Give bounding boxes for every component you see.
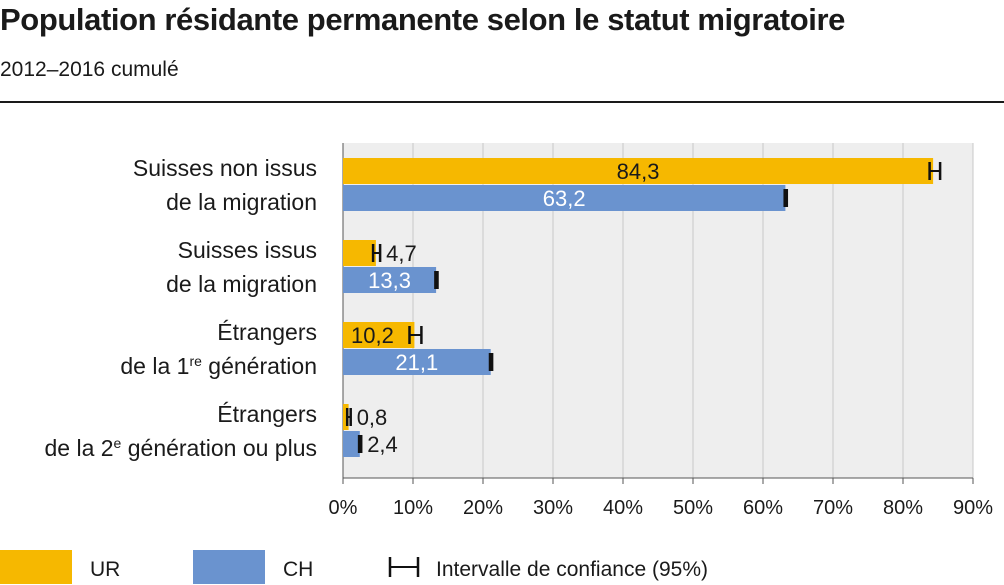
legend-label: CH xyxy=(283,558,313,581)
bar-ch xyxy=(343,431,360,457)
x-tick-label: 30% xyxy=(533,497,573,519)
category-label: de la migration xyxy=(166,271,317,297)
category-label: de la migration xyxy=(166,189,317,215)
bar-ch xyxy=(343,349,491,375)
x-tick-label: 80% xyxy=(883,497,923,519)
x-tick-label: 50% xyxy=(673,497,713,519)
bar-ur xyxy=(343,404,349,430)
category-label-rest: génération xyxy=(202,353,317,379)
category-label-superscript: e xyxy=(114,435,122,451)
category-label: de la 1re génération xyxy=(120,353,317,379)
header-divider xyxy=(0,101,1004,103)
x-tick-label: 70% xyxy=(813,497,853,519)
x-tick-label: 20% xyxy=(463,497,503,519)
x-tick-label: 0% xyxy=(329,497,358,519)
bar-ur xyxy=(343,322,415,348)
category-label: Étrangers xyxy=(217,401,317,427)
data-label: 63,2 xyxy=(543,186,586,211)
bar-ch xyxy=(343,267,437,293)
legend-swatch-ur xyxy=(0,550,72,584)
x-tick-label: 90% xyxy=(953,497,993,519)
chart-subtitle: 2012–2016 cumulé xyxy=(0,58,179,81)
category-label: Suisses issus xyxy=(178,237,317,263)
bar-ur xyxy=(343,158,934,184)
x-tick-label: 60% xyxy=(743,497,783,519)
data-label: 0,8 xyxy=(357,405,388,430)
legend-swatch-ch xyxy=(193,550,265,584)
chart-title: Population résidante permanente selon le… xyxy=(0,2,845,37)
category-label: de la 2e génération ou plus xyxy=(44,435,317,461)
bar-ch xyxy=(343,185,786,211)
x-tick-label: 40% xyxy=(603,497,643,519)
bar-ur xyxy=(343,240,376,266)
x-tick-label: 10% xyxy=(393,497,433,519)
data-label: 4,7 xyxy=(386,241,417,266)
data-label: 21,1 xyxy=(395,350,438,375)
category-label: Étrangers xyxy=(217,319,317,345)
legend-ci-label: Intervalle de confiance (95%) xyxy=(436,558,708,581)
category-label-superscript: re xyxy=(189,353,202,369)
legend-label: UR xyxy=(90,558,120,581)
data-label: 10,2 xyxy=(351,323,394,348)
data-label: 84,3 xyxy=(617,159,660,184)
data-label: 13,3 xyxy=(368,268,411,293)
data-label: 2,4 xyxy=(367,432,398,457)
category-label-rest: génération ou plus xyxy=(121,435,317,461)
category-label: Suisses non issus xyxy=(133,155,317,181)
